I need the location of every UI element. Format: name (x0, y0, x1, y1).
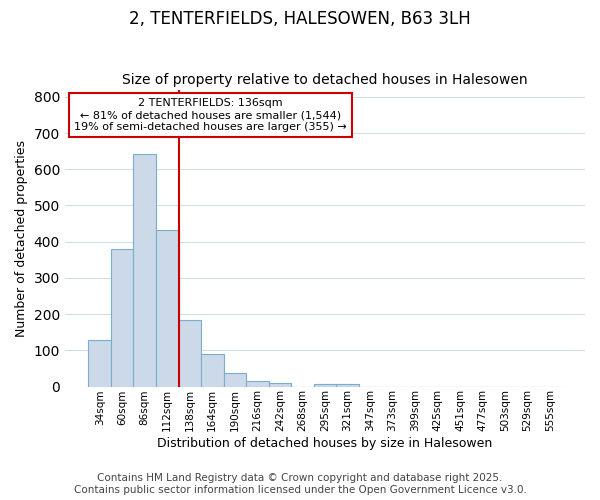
Bar (269, 383, 291, 386)
Bar (156, 230, 179, 386)
Text: Contains HM Land Registry data © Crown copyright and database right 2025.
Contai: Contains HM Land Registry data © Crown c… (74, 474, 526, 495)
Bar (314, 384, 336, 386)
X-axis label: Distribution of detached houses by size in Halesowen: Distribution of detached houses by size … (157, 437, 493, 450)
Y-axis label: Number of detached properties: Number of detached properties (15, 140, 28, 336)
Bar (88, 340, 111, 386)
Bar (246, 380, 269, 386)
Title: Size of property relative to detached houses in Halesowen: Size of property relative to detached ho… (122, 73, 528, 87)
Bar (179, 320, 201, 386)
Bar (224, 373, 246, 386)
Bar (111, 248, 133, 386)
Bar (336, 384, 359, 386)
Text: 2, TENTERFIELDS, HALESOWEN, B63 3LH: 2, TENTERFIELDS, HALESOWEN, B63 3LH (129, 10, 471, 28)
Bar (133, 154, 156, 386)
Text: 2 TENTERFIELDS: 136sqm
← 81% of detached houses are smaller (1,544)
19% of semi-: 2 TENTERFIELDS: 136sqm ← 81% of detached… (74, 98, 347, 132)
Bar (201, 354, 224, 386)
